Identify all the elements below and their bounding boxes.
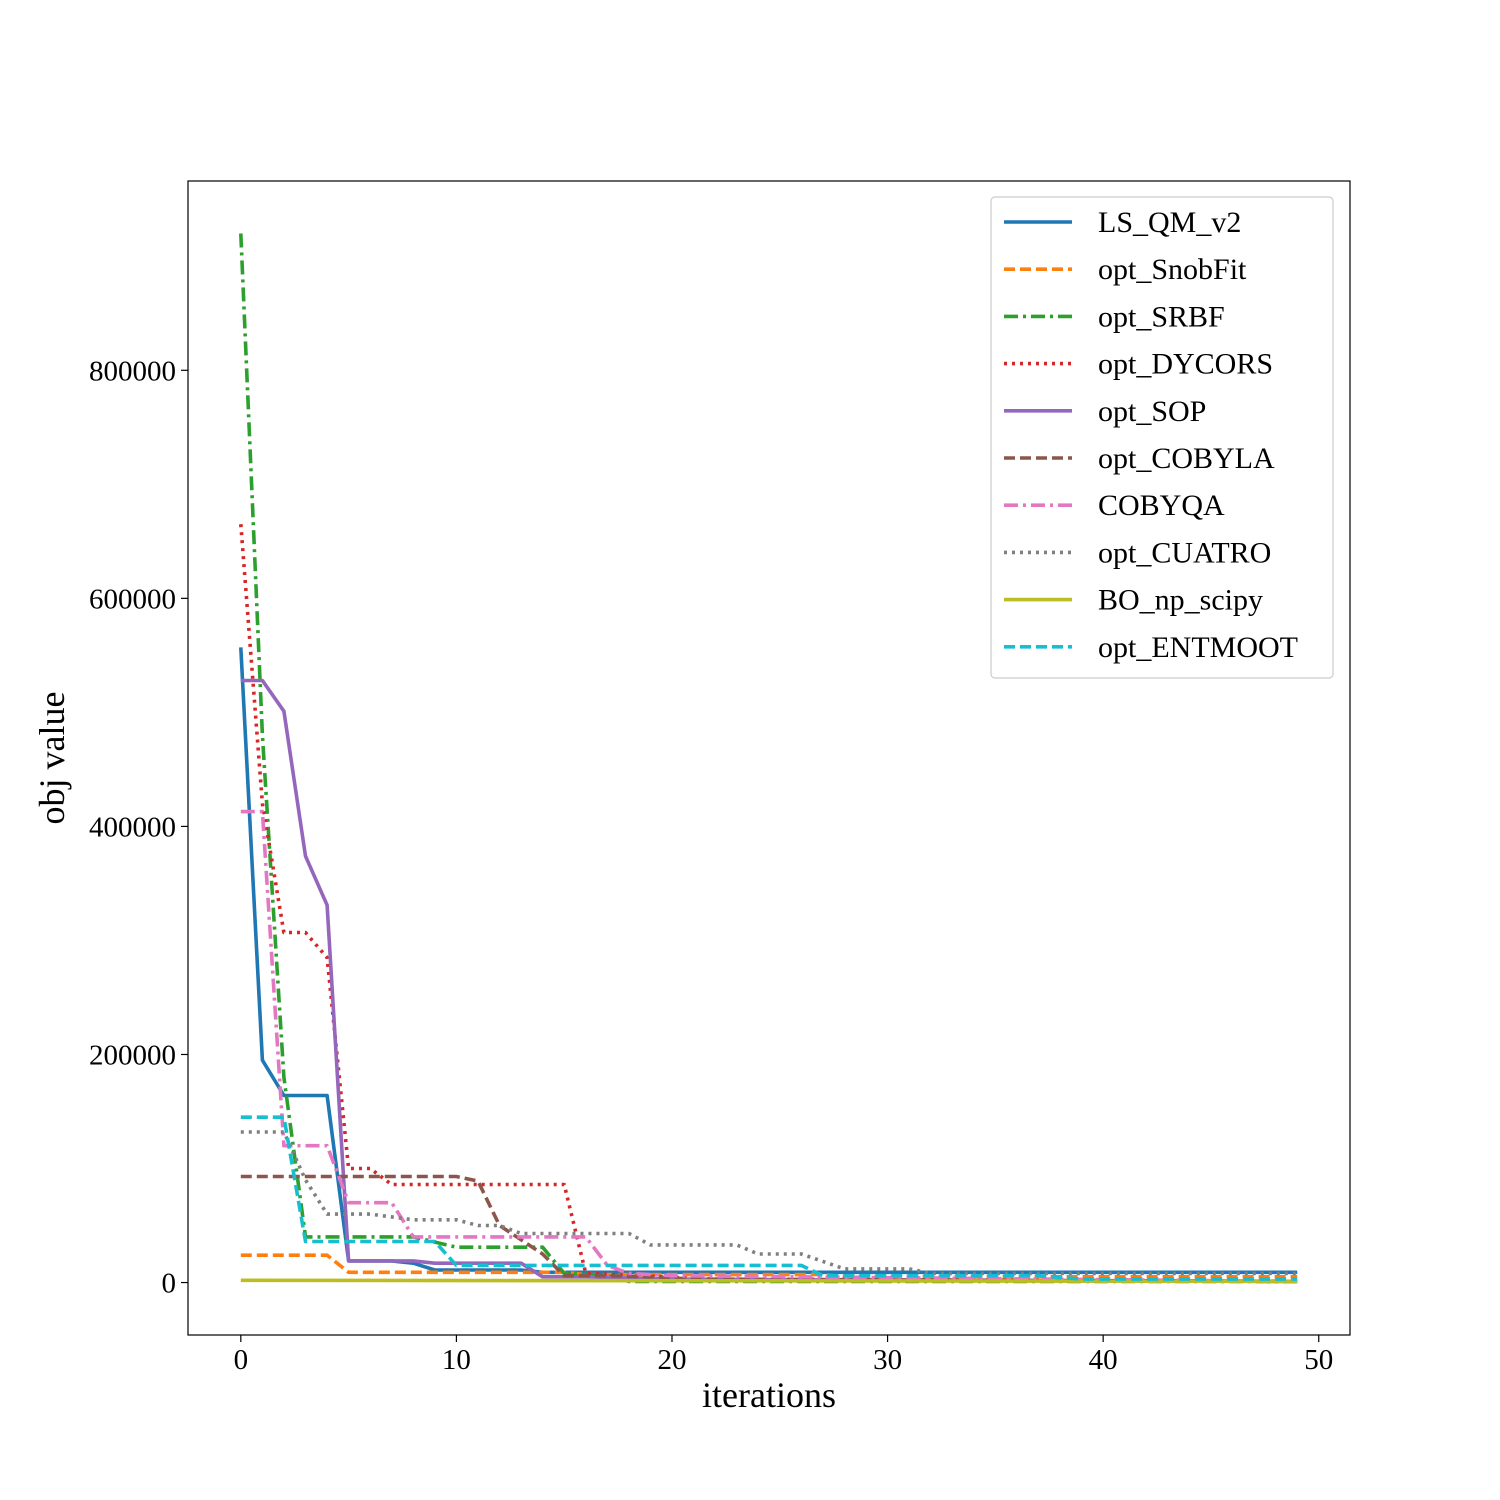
x-tick-label: 40 — [1089, 1344, 1118, 1376]
legend-label-opt-cobyla: opt_COBYLA — [1098, 442, 1275, 475]
plot-frame — [187, 180, 1351, 1336]
legend-label-opt-srbf: opt_SRBF — [1098, 300, 1225, 333]
legend-label-opt-dycors: opt_DYCORS — [1098, 348, 1273, 381]
y-tick-label: 200000 — [89, 1039, 176, 1071]
x-tick-label: 50 — [1304, 1344, 1333, 1376]
series-line-bo-np-scipy — [240, 1278, 1298, 1284]
legend: LS_QM_v2 opt_SnobFit opt_SRBF opt_DYCORSopt… — [990, 196, 1334, 679]
series-line-opt-cuatro — [240, 1130, 1298, 1276]
plot-lines — [239, 233, 1298, 1284]
series-line-opt-sop — [240, 678, 1298, 1284]
x-axis-label: iterations — [702, 1375, 836, 1415]
y-axis: 0 200000 400000 600000 800000 — [89, 355, 188, 1300]
series-line-cobyqa — [240, 809, 1298, 1284]
x-tick-label: 30 — [873, 1344, 902, 1376]
legend-label-opt-sop: opt_SOP — [1098, 395, 1206, 428]
y-tick-label: 800000 — [89, 355, 176, 387]
y-axis-label: obj value — [32, 692, 72, 825]
y-tick-label: 600000 — [89, 583, 176, 615]
series-line-opt-dycors — [239, 524, 1298, 1284]
x-tick-label: 10 — [442, 1344, 471, 1376]
series-line-opt-cobyla — [240, 1174, 1298, 1284]
legend-label-bo-np-scipy: BO_np_scipy — [1098, 584, 1263, 617]
legend-label-opt-snobfit: opt_SnobFit — [1098, 253, 1247, 286]
x-axis: 0 10 20 30 40 50 — [234, 1335, 1333, 1376]
x-tick-label: 20 — [657, 1344, 686, 1376]
legend-label-opt-entmoot: opt_ENTMOOT — [1098, 631, 1298, 664]
series-line-opt-entmoot — [240, 1115, 1298, 1281]
legend-label-cobyqa: COBYQA — [1098, 489, 1225, 522]
x-tick-label: 0 — [234, 1344, 249, 1376]
y-tick-label: 400000 — [89, 811, 176, 843]
legend-label-ls-qm-v2: LS_QM_v2 — [1098, 206, 1241, 239]
legend-box — [990, 196, 1334, 679]
legend-label-opt-cuatro: opt_CUATRO — [1098, 536, 1271, 569]
y-tick-label: 0 — [162, 1268, 177, 1300]
